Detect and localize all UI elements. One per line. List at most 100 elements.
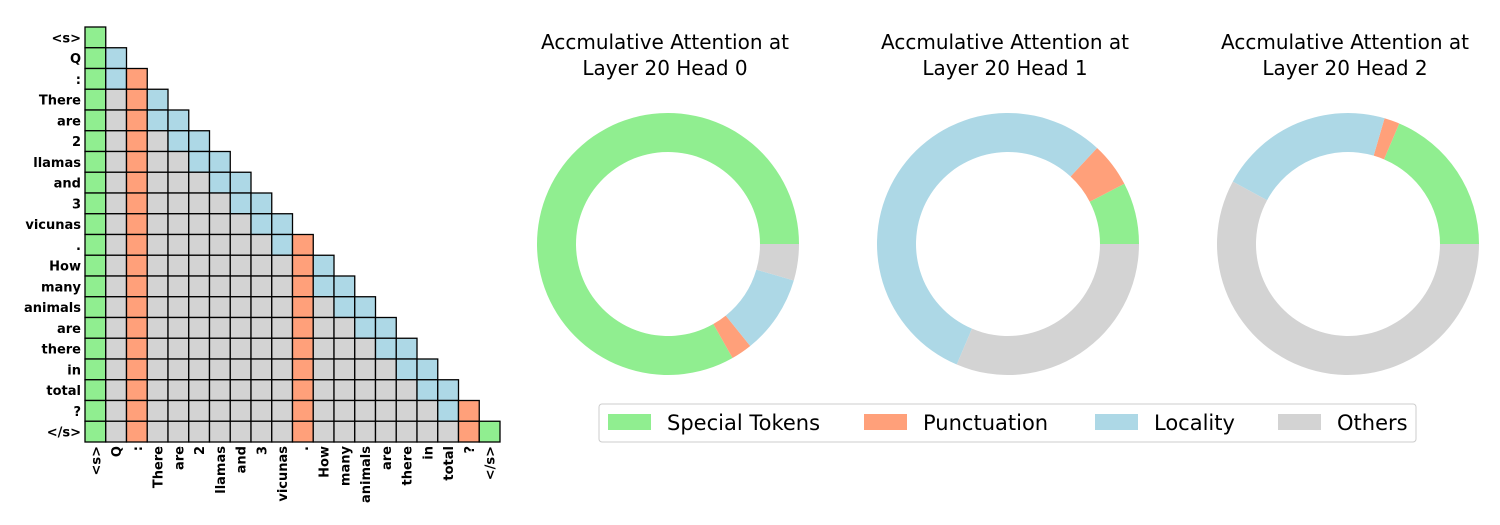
heatmap-cell-r16-c8: [250, 358, 273, 381]
heatmap-cell-r18-c0: [84, 399, 107, 422]
heatmap-cell-r19-c8: [250, 420, 273, 443]
legend-swatch-others: [1278, 414, 1321, 430]
heatmap-cell-r14-c12: [333, 316, 356, 339]
heatmap-cell-r13-c0: [84, 296, 107, 319]
heatmap-cell-r12-c9: [271, 275, 294, 298]
heatmap-cell-r17-c15: [395, 379, 418, 402]
heatmap-cell-r10-c7: [229, 233, 252, 256]
legend-swatch-punctuation: [864, 414, 907, 430]
heatmap-cell-r15-c11: [312, 337, 335, 360]
heatmap-cell-r11-c8: [250, 254, 273, 277]
heatmap-cell-r19-c18: [457, 420, 480, 443]
chart-title-line: Layer 20 Head 2: [1262, 56, 1427, 80]
heatmap-cell-r6-c5: [188, 150, 211, 173]
donut-slice-special-tokens: [1089, 183, 1139, 244]
column-token-label: animals: [359, 446, 374, 503]
heatmap-cell-r14-c1: [105, 316, 128, 339]
column-token-label: </s>: [484, 446, 499, 480]
heatmap-cell-r16-c11: [312, 358, 335, 381]
column-token-label: and: [235, 446, 250, 473]
heatmap-cell-r13-c5: [188, 296, 211, 319]
heatmap-cell-r10-c5: [188, 233, 211, 256]
heatmap-cell-r17-c0: [84, 379, 107, 402]
heatmap-cell-r11-c7: [229, 254, 252, 277]
legend-label-punctuation: Punctuation: [923, 411, 1048, 435]
heatmap-cell-r15-c3: [146, 337, 169, 360]
heatmap-cell-r17-c3: [146, 379, 169, 402]
heatmap-cell-r12-c4: [167, 275, 190, 298]
heatmap-cell-r6-c0: [84, 150, 107, 173]
heatmap-cell-r16-c0: [84, 358, 107, 381]
heatmap-cell-r19-c11: [312, 420, 335, 443]
heatmap-cell-r6-c1: [105, 150, 128, 173]
heatmap-cell-r17-c17: [437, 379, 460, 402]
heatmap-cell-r15-c1: [105, 337, 128, 360]
heatmap-cell-r8-c5: [188, 192, 211, 215]
heatmap-cell-r13-c1: [105, 296, 128, 319]
legend-label-special-tokens: Special Tokens: [667, 411, 820, 435]
legend: Special Tokens Punctuation Locality Others: [598, 403, 1417, 443]
heatmap-cell-r3-c3: [146, 88, 169, 111]
heatmap-cell-r14-c9: [271, 316, 294, 339]
column-token-label: there: [401, 446, 416, 486]
heatmap-cell-r19-c9: [271, 420, 294, 443]
heatmap-cell-r12-c10: [291, 275, 314, 298]
heatmap-cell-r4-c2: [125, 109, 148, 132]
heatmap-cell-r11-c10: [291, 254, 314, 277]
row-token-label: there: [41, 343, 81, 358]
heatmap-cell-r18-c13: [354, 399, 377, 422]
donut-slice-punctuation: [1070, 147, 1125, 202]
heatmap-cell-r14-c5: [188, 316, 211, 339]
heatmap-cell-r18-c14: [374, 399, 397, 422]
heatmap-cell-r14-c14: [374, 316, 397, 339]
heatmap-cell-r4-c0: [84, 109, 107, 132]
heatmap-cell-r13-c11: [312, 296, 335, 319]
heatmap-cell-r2-c0: [84, 67, 107, 90]
row-token-label: many: [41, 280, 82, 295]
donut-slice-others: [956, 244, 1139, 375]
heatmap-cell-r10-c3: [146, 233, 169, 256]
row-token-label: 3: [72, 197, 81, 212]
heatmap-cell-r11-c5: [188, 254, 211, 277]
heatmap-cell-r11-c11: [312, 254, 335, 277]
heatmap-cell-r7-c3: [146, 171, 169, 194]
chart-title-line: Accmulative Attention at: [541, 30, 789, 54]
heatmap-cell-r14-c10: [291, 316, 314, 339]
column-token-label: How: [318, 446, 333, 478]
heatmap-cell-r17-c9: [271, 379, 294, 402]
heatmap-cell-r16-c10: [291, 358, 314, 381]
heatmap-cell-r17-c1: [105, 379, 128, 402]
column-token-label: in: [421, 446, 436, 460]
heatmap-cell-r17-c11: [312, 379, 335, 402]
column-token-label: There: [152, 446, 167, 488]
heatmap-cell-r13-c9: [271, 296, 294, 319]
heatmap-cell-r13-c10: [291, 296, 314, 319]
heatmap-cell-r8-c3: [146, 192, 169, 215]
heatmap-cell-r16-c7: [229, 358, 252, 381]
heatmap-cell-r19-c3: [146, 420, 169, 443]
row-token-label: How: [49, 260, 81, 275]
heatmap-cell-r5-c5: [188, 130, 211, 153]
heatmap-cell-r5-c3: [146, 130, 169, 153]
heatmap-cell-r11-c0: [84, 254, 107, 277]
donut-slice-punctuation: [1373, 118, 1400, 160]
heatmap-cell-r15-c9: [271, 337, 294, 360]
heatmap-cell-r1-c0: [84, 47, 107, 70]
heatmap-cell-r13-c2: [125, 296, 148, 319]
row-token-label: and: [54, 177, 81, 192]
heatmap-cell-r14-c13: [354, 316, 377, 339]
heatmap-cell-r11-c3: [146, 254, 169, 277]
heatmap-cell-r9-c9: [271, 213, 294, 236]
heatmap-cell-r13-c7: [229, 296, 252, 319]
heatmap-cell-r8-c2: [125, 192, 148, 215]
heatmap-cell-r18-c17: [437, 399, 460, 422]
heatmap-cell-r13-c3: [146, 296, 169, 319]
heatmap-cell-r6-c2: [125, 150, 148, 173]
chart-title-line: Layer 20 Head 0: [582, 56, 747, 80]
heatmap-cell-r19-c17: [437, 420, 460, 443]
heatmap-cell-r7-c5: [188, 171, 211, 194]
heatmap-cell-r14-c0: [84, 316, 107, 339]
heatmap-cell-r15-c2: [125, 337, 148, 360]
